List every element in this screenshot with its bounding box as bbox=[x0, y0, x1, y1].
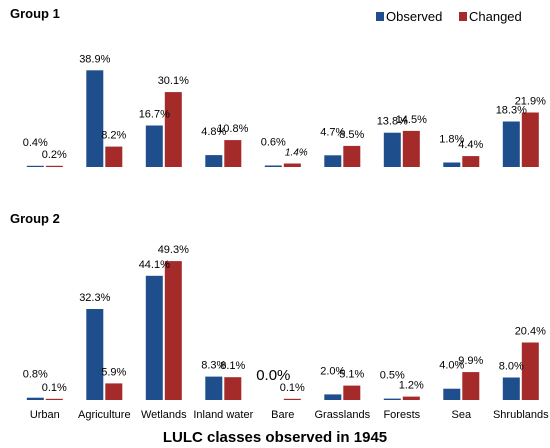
value-label-group2-changed-3: 8.1% bbox=[220, 360, 245, 372]
value-label-group2-changed-1: 5.9% bbox=[101, 366, 126, 378]
value-label-group2-changed-7: 9.9% bbox=[458, 355, 483, 367]
bar-group2-changed-5 bbox=[343, 385, 361, 400]
bar-group2-observed-6 bbox=[383, 398, 401, 400]
bar-group1-changed-3 bbox=[224, 140, 242, 167]
value-label-group2-observed-7: 4.0% bbox=[439, 360, 464, 372]
bar-group2-changed-2 bbox=[164, 261, 182, 400]
bar-group2-observed-1 bbox=[86, 309, 104, 400]
bar-group1-observed-1 bbox=[86, 70, 104, 167]
category-label-5: Grasslands bbox=[314, 409, 370, 421]
bar-group2-changed-4 bbox=[283, 398, 301, 400]
bar-group2-changed-0 bbox=[45, 398, 63, 400]
bar-group1-changed-8 bbox=[521, 112, 539, 167]
value-label-group1-observed-2: 16.7% bbox=[139, 109, 170, 121]
bar-group2-changed-1 bbox=[105, 383, 123, 400]
category-label-7: Sea bbox=[452, 409, 472, 421]
bar-group2-observed-7 bbox=[443, 388, 461, 400]
value-label-group2-changed-2: 49.3% bbox=[158, 244, 189, 256]
bar-group2-changed-7 bbox=[462, 372, 480, 400]
bar-group1-changed-5 bbox=[343, 145, 361, 167]
value-label-group1-changed-0: 0.2% bbox=[42, 149, 67, 161]
value-label-group1-observed-4: 0.6% bbox=[261, 137, 286, 149]
value-label-group2-observed-3: 8.3% bbox=[201, 360, 226, 372]
value-label-group2-observed-6: 0.5% bbox=[380, 370, 405, 382]
bar-group1-observed-6 bbox=[383, 132, 401, 167]
value-label-group1-observed-5: 4.7% bbox=[320, 126, 345, 138]
value-labels-layer: 0.4%0.2% 38.9% 8.2% 16.7% 30.1% 4.8%10.8% 0.6%… bbox=[23, 53, 546, 394]
bar-group1-observed-0 bbox=[26, 165, 44, 167]
value-label-group1-changed-7: 4.4% bbox=[458, 139, 483, 151]
value-label-group1-changed-1: 8.2% bbox=[101, 130, 126, 142]
legend-swatch-changed bbox=[459, 12, 467, 21]
value-label-group2-observed-4: 0.0% bbox=[256, 367, 290, 384]
bar-group2-observed-2 bbox=[145, 275, 163, 400]
bar-group1-observed-8 bbox=[502, 121, 520, 167]
bar-group1-changed-4 bbox=[283, 163, 301, 167]
category-label-6: Forests bbox=[383, 409, 420, 421]
value-label-group1-changed-2: 30.1% bbox=[158, 75, 189, 87]
value-label-group2-observed-1: 32.3% bbox=[79, 292, 110, 304]
value-label-group1-observed-3: 4.8% bbox=[201, 126, 226, 138]
legend-swatch-observed bbox=[376, 12, 384, 21]
bar-group2-changed-8 bbox=[521, 342, 539, 400]
bar-group2-changed-6 bbox=[402, 396, 420, 400]
value-label-group2-observed-5: 2.0% bbox=[320, 365, 345, 377]
value-label-group2-observed-0: 0.8% bbox=[23, 369, 48, 381]
bar-group1-observed-3 bbox=[205, 155, 223, 167]
category-label-3: Inland water bbox=[193, 409, 253, 421]
value-label-group1-changed-6: 14.5% bbox=[396, 114, 427, 126]
value-label-group1-observed-8: 18.3% bbox=[496, 105, 527, 117]
category-label-0: Urban bbox=[30, 409, 60, 421]
value-label-group1-changed-4: 1.4% bbox=[285, 148, 308, 159]
category-labels-layer: Urban Agriculture Wetlands Inland water Bare… bbox=[30, 409, 549, 421]
category-label-8: Shrublands bbox=[493, 409, 549, 421]
bar-group1-changed-2 bbox=[164, 92, 182, 167]
bar-group1-observed-4 bbox=[264, 165, 282, 167]
category-label-1: Agriculture bbox=[78, 409, 131, 421]
bar-group1-observed-2 bbox=[145, 125, 163, 167]
bar-group1-changed-7 bbox=[462, 156, 480, 167]
bar-group2-observed-0 bbox=[26, 397, 44, 400]
value-label-group2-changed-0: 0.1% bbox=[42, 382, 67, 394]
value-label-group1-observed-7: 1.8% bbox=[439, 134, 464, 146]
bar-group1-changed-0 bbox=[45, 165, 63, 167]
value-label-group1-observed-1: 38.9% bbox=[79, 53, 110, 65]
bar-group2-observed-8 bbox=[502, 377, 520, 400]
category-label-4: Bare bbox=[271, 409, 294, 421]
value-label-group2-changed-6: 1.2% bbox=[399, 380, 424, 392]
value-label-group2-changed-5: 5.1% bbox=[339, 369, 364, 381]
value-label-group2-observed-8: 8.0% bbox=[499, 361, 524, 373]
value-label-group2-changed-8: 20.4% bbox=[515, 326, 546, 338]
bar-group1-observed-7 bbox=[443, 162, 461, 167]
value-label-group1-changed-3: 10.8% bbox=[217, 123, 248, 135]
legend-label-observed: Observed bbox=[386, 9, 442, 24]
category-label-2: Wetlands bbox=[141, 409, 187, 421]
bar-group1-changed-1 bbox=[105, 146, 123, 167]
value-label-group1-observed-0: 0.4% bbox=[23, 137, 48, 149]
group-1-title: Group 1 bbox=[10, 6, 60, 21]
group-2-title: Group 2 bbox=[10, 211, 60, 226]
bar-group1-observed-5 bbox=[324, 155, 342, 167]
bar-group2-changed-3 bbox=[224, 377, 242, 400]
value-label-group2-changed-4: 0.1% bbox=[280, 382, 305, 394]
bars-layer bbox=[26, 70, 539, 400]
value-label-group1-changed-5: 8.5% bbox=[339, 129, 364, 141]
value-label-group1-changed-8: 21.9% bbox=[515, 96, 546, 108]
bar-group1-changed-6 bbox=[402, 130, 420, 167]
legend-label-changed: Changed bbox=[469, 9, 522, 24]
value-label-group1-observed-6: 13.8% bbox=[377, 116, 408, 128]
bar-group2-observed-3 bbox=[205, 376, 223, 400]
value-label-group2-observed-2: 44.1% bbox=[139, 259, 170, 271]
x-axis-title: LULC classes observed in 1945 bbox=[163, 429, 387, 446]
bar-group2-observed-5 bbox=[324, 394, 342, 400]
legend: Observed Changed bbox=[376, 9, 522, 24]
